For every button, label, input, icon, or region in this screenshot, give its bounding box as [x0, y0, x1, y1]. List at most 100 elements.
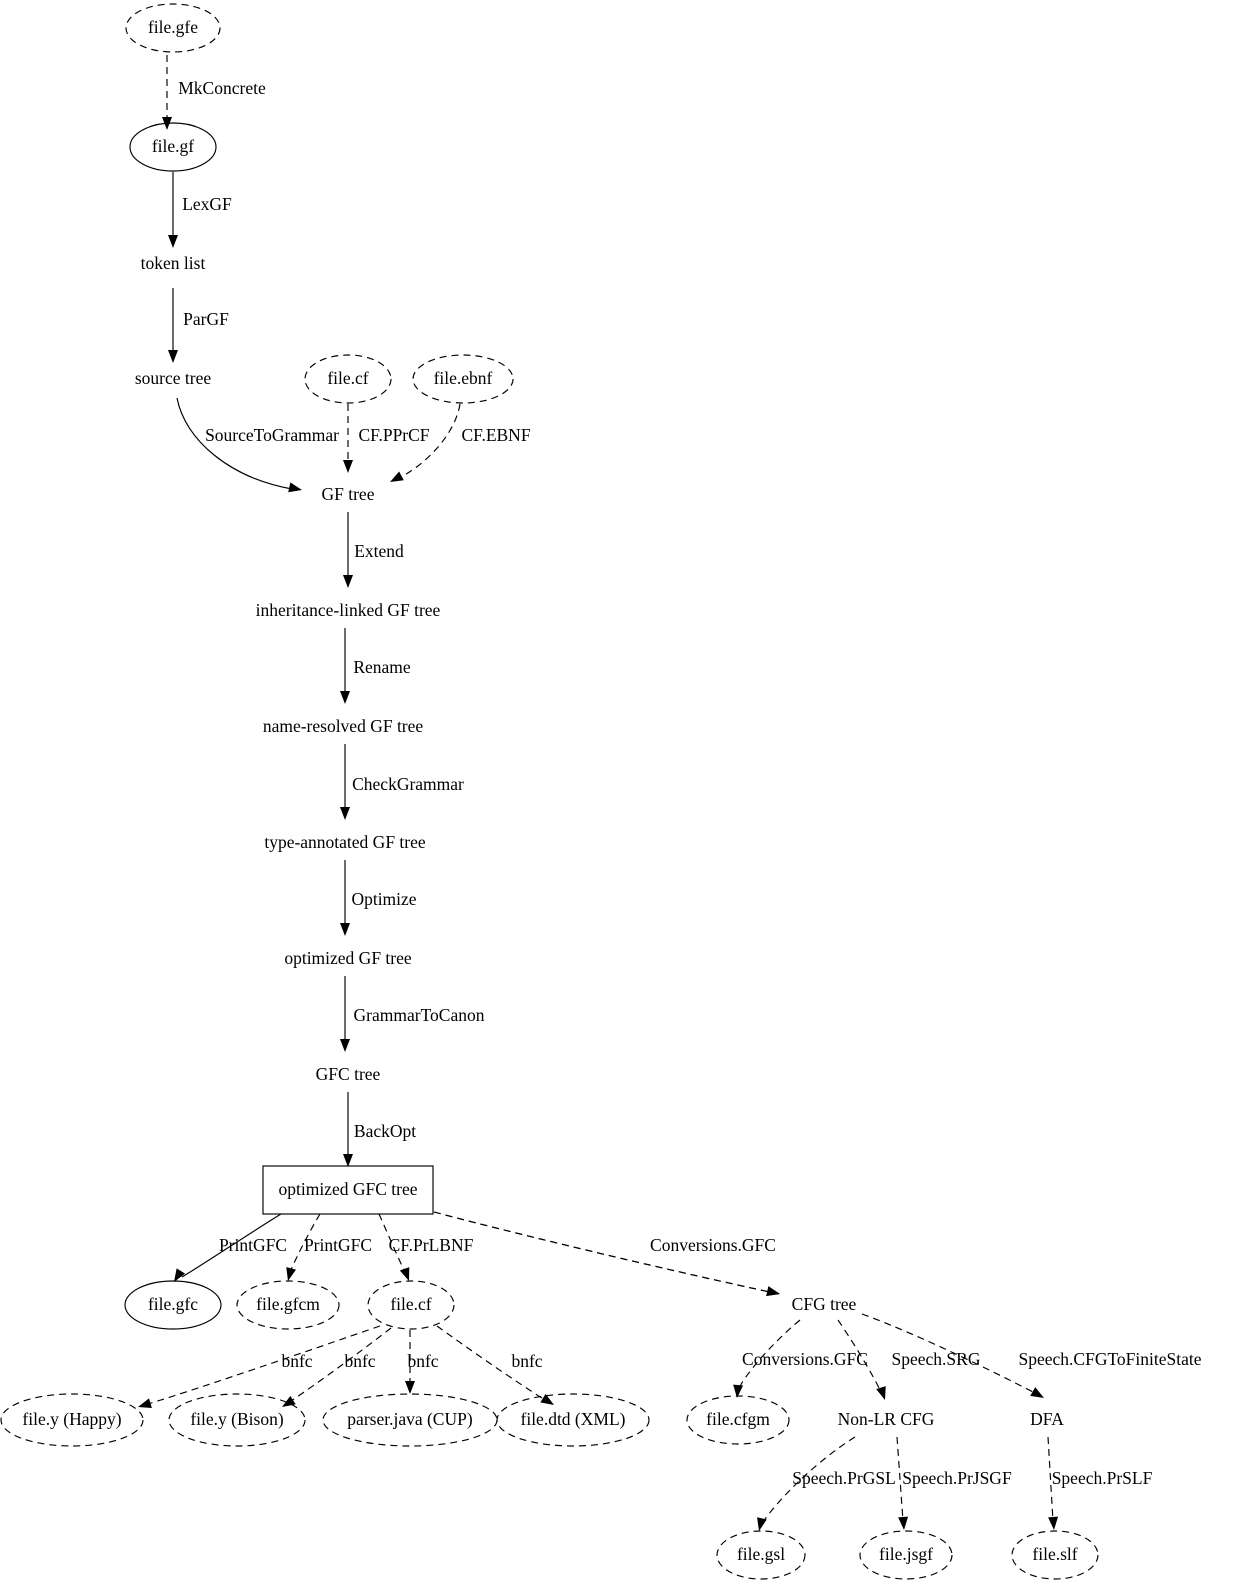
arrowhead-icon [1030, 1387, 1044, 1398]
node-file-gsl[interactable]: file.gsl [716, 1530, 806, 1580]
node-file-slf[interactable]: file.slf [1011, 1530, 1099, 1580]
node-non-lr-cfg[interactable]: Non-LR CFG [838, 1409, 935, 1429]
node-label: parser.java (CUP) [347, 1409, 473, 1429]
edge-file-cf-to-gf-tree [343, 404, 353, 473]
node-gf-tree[interactable]: GF tree [322, 484, 375, 504]
edge-label-checkgrammar-e9: CheckGrammar [352, 774, 464, 794]
arrowhead-icon [138, 1398, 152, 1408]
edge-gfc-tree-to-optimized-gfc-tree [343, 1092, 353, 1167]
edge-inheritance-linked-gf-tree-to-name-resolved-gf-tree [340, 628, 350, 704]
node-file-y-bison[interactable]: file.y (Bison) [168, 1393, 306, 1447]
node-gfc-tree[interactable]: GFC tree [316, 1064, 381, 1084]
edge-label-backopt-e12: BackOpt [354, 1121, 416, 1141]
node-name-gf-tree[interactable]: name-resolved GF tree [263, 716, 424, 736]
edge-label-printgfc-e14: PrintGFC [219, 1235, 287, 1255]
edge-cfg-tree-to-non-lr-cfg [837, 1319, 886, 1400]
arrowhead-icon [168, 350, 178, 363]
node-outline-ellipse [496, 1393, 650, 1447]
node-inh-gf-tree[interactable]: inheritance-linked GF tree [256, 600, 441, 620]
node-label: file.ebnf [434, 368, 493, 388]
arrowhead-icon [340, 1039, 350, 1052]
node-label: token list [141, 253, 206, 273]
arrowhead-icon [898, 1516, 909, 1530]
node-outline-ellipse [0, 1393, 144, 1447]
node-file-dtd[interactable]: file.dtd (XML) [496, 1393, 650, 1447]
node-label: file.gfe [148, 17, 198, 37]
arrowhead-icon [340, 923, 350, 936]
node-label: file.gfc [148, 1294, 198, 1314]
node-label: file.cfgm [706, 1409, 770, 1429]
node-file-gfcm[interactable]: file.gfcm [236, 1280, 340, 1330]
node-outline-ellipse [236, 1280, 340, 1330]
edge-label-speech-prjsgf-e26: Speech.PrJSGF [902, 1468, 1012, 1488]
edge-file-cf-to-file-dtd-xml [436, 1325, 554, 1405]
edge-dfa-to-file-slf [1047, 1436, 1059, 1530]
arrowhead-icon [390, 471, 404, 482]
node-label: file.cf [327, 368, 368, 388]
arrowhead-icon [343, 575, 353, 588]
node-outline-ellipse [367, 1280, 455, 1330]
edge-type-annotated-gf-tree-to-optimized-gf-tree [340, 860, 350, 936]
arrowhead-icon [286, 1267, 296, 1281]
edge-optimized-gfc-tree-to-file-gfc [174, 1213, 282, 1282]
node-file-gfe[interactable]: file.gfe [125, 3, 221, 53]
node-outline-ellipse [686, 1395, 790, 1445]
edge-path [896, 1436, 904, 1522]
node-label: file.y (Happy) [22, 1409, 121, 1429]
node-opt-gfc-tree[interactable]: optimized GFC tree [262, 1165, 434, 1215]
node-file-ebnf[interactable]: file.ebnf [412, 354, 514, 404]
edge-path [176, 397, 293, 490]
node-parser-java[interactable]: parser.java (CUP) [322, 1393, 498, 1447]
arrowhead-icon [540, 1393, 554, 1405]
node-opt-gf-tree[interactable]: optimized GF tree [284, 948, 412, 968]
edge-label-grammartocanon-e11: GrammarToCanon [354, 1005, 485, 1025]
arrowhead-icon [340, 807, 350, 820]
node-label: optimized GFC tree [278, 1179, 417, 1199]
node-file-gf[interactable]: file.gf [129, 122, 217, 172]
edge-optimized-gfc-tree-to-file-cf [378, 1213, 410, 1281]
edge-path [1047, 1436, 1054, 1522]
node-outline-ellipse [716, 1530, 806, 1580]
edge-label-lexgf-e2: LexGF [182, 194, 232, 214]
edge-path [433, 1211, 771, 1293]
arrowhead-icon [288, 482, 302, 493]
node-label: file.gfcm [256, 1294, 320, 1314]
node-file-cf-mid[interactable]: file.cf [367, 1280, 455, 1330]
node-cfg-tree[interactable]: CFG tree [792, 1294, 857, 1314]
arrowhead-icon [343, 460, 353, 473]
node-file-cf-top[interactable]: file.cf [304, 354, 392, 404]
node-label: optimized GF tree [284, 948, 412, 968]
node-label: name-resolved GF tree [263, 716, 424, 736]
edge-token-list-to-source-tree [168, 288, 178, 363]
edge-path [378, 1213, 406, 1273]
edge-path [181, 1213, 282, 1278]
node-file-gfc[interactable]: file.gfc [124, 1280, 222, 1330]
edge-non-lr-cfg-to-file-jsgf [896, 1436, 909, 1530]
edge-path [289, 1213, 321, 1273]
edge-path [290, 1327, 392, 1402]
node-label: type-annotated GF tree [264, 832, 426, 852]
node-file-cfgm[interactable]: file.cfgm [686, 1395, 790, 1445]
arrowhead-icon [399, 1267, 410, 1281]
node-file-jsgf[interactable]: file.jsgf [859, 1530, 953, 1580]
edge-name-resolved-gf-tree-to-type-annotated-gf-tree [340, 744, 350, 820]
node-label: file.gsl [737, 1544, 785, 1564]
edge-label-speech-srg-e23: Speech.SRG [892, 1349, 981, 1369]
edge-label-rename-e8: Rename [353, 657, 411, 677]
edge-path [762, 1436, 856, 1523]
node-source-tree[interactable]: source tree [135, 368, 212, 388]
node-file-y-happy[interactable]: file.y (Happy) [0, 1393, 144, 1447]
node-dfa[interactable]: DFA [1030, 1409, 1064, 1429]
edge-file-gfe-to-file-gf [162, 55, 172, 130]
node-type-gf-tree[interactable]: type-annotated GF tree [264, 832, 426, 852]
arrowhead-icon [168, 235, 178, 248]
node-outline-ellipse [168, 1393, 306, 1447]
edge-file-cf-to-parser-java-cup [405, 1330, 415, 1394]
node-label: DFA [1030, 1409, 1064, 1429]
node-token-list[interactable]: token list [141, 253, 206, 273]
node-label: GFC tree [316, 1064, 381, 1084]
node-outline-ellipse [124, 1280, 222, 1330]
edge-optimized-gf-tree-to-gfc-tree [340, 976, 350, 1052]
edge-source-tree-to-gf-tree [176, 397, 302, 493]
edge-label-conversions-gfc-e17: Conversions.GFC [650, 1235, 776, 1255]
